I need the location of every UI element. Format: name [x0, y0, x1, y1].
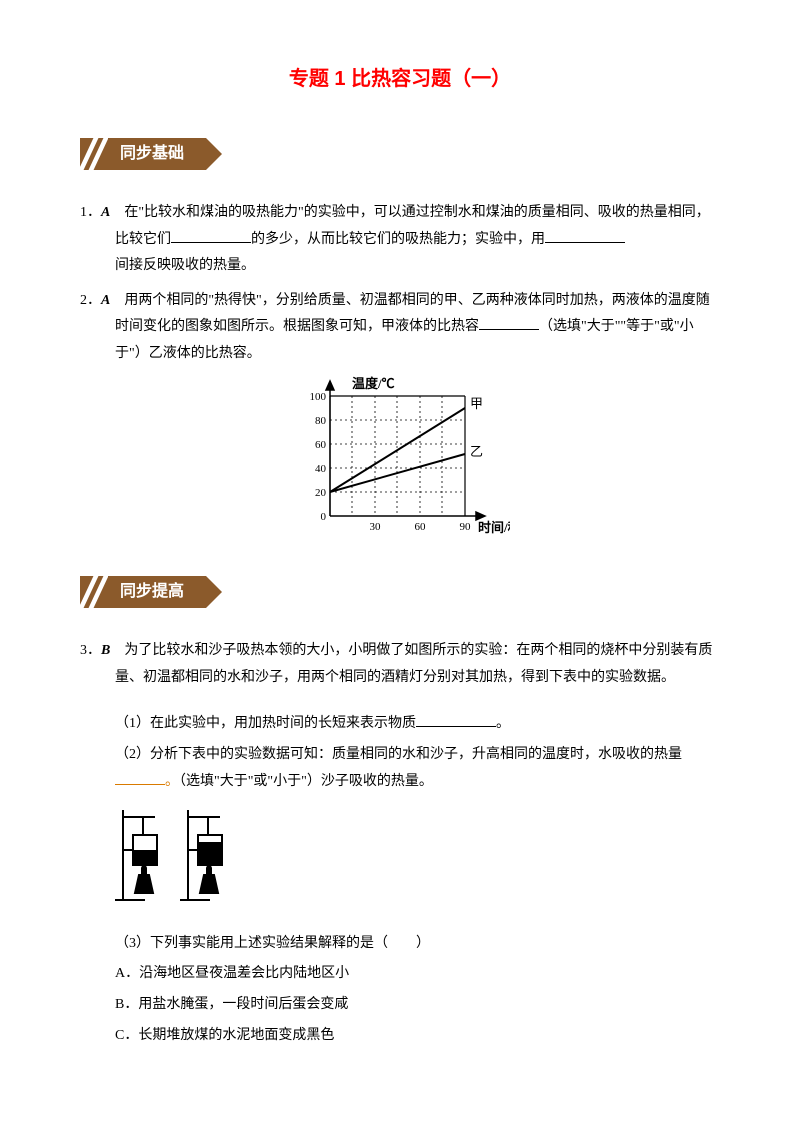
q1-number: 1． — [80, 205, 101, 220]
svg-text:100: 100 — [310, 391, 327, 403]
q3-option-c: C．长期堆放煤的水泥地面变成黑色 — [80, 1023, 720, 1050]
svg-text:30: 30 — [370, 521, 382, 533]
svg-text:60: 60 — [415, 521, 427, 533]
q3-p1-text-b: 。 — [496, 716, 510, 731]
svg-text:0: 0 — [321, 511, 327, 523]
banner-label: 同步提高 — [108, 576, 206, 608]
question-1: 1．A 在"比较水和煤油的吸热能力"的实验中，可以通过控制水和煤油的质量相同、吸… — [80, 200, 720, 280]
q3-p1-blank — [416, 712, 496, 727]
q1-text-2: 的多少，从而比较它们的吸热能力；实验中，用 — [251, 232, 545, 247]
banner-stripes — [80, 138, 108, 170]
q3-p1-text-a: （1）在此实验中，用加热时间的长短来表示物质 — [115, 716, 416, 731]
q2-difficulty: A — [101, 293, 110, 308]
graph-figure: 0 20 40 60 80 100 30 60 90 温度/℃ 时间/秒 甲 乙 — [80, 376, 720, 557]
q3-option-a: A．沿海地区昼夜温差会比内陆地区小 — [80, 961, 720, 988]
svg-text:20: 20 — [315, 487, 327, 499]
apparatus-figure — [115, 805, 720, 921]
svg-text:40: 40 — [315, 463, 327, 475]
banner-label: 同步基础 — [108, 138, 206, 170]
question-3: 3．B 为了比较水和沙子吸热本领的大小，小明做了如图所示的实验：在两个相同的烧杯… — [80, 638, 720, 691]
svg-text:80: 80 — [315, 415, 327, 427]
q3-difficulty: B — [101, 643, 110, 658]
q3-intro: 为了比较水和沙子吸热本领的大小，小明做了如图所示的实验：在两个相同的烧杯中分别装… — [115, 643, 712, 685]
svg-text:90: 90 — [460, 521, 472, 533]
q1-blank-1 — [171, 228, 251, 243]
banner-stripes — [80, 576, 108, 608]
page-title: 专题 1 比热容习题（一） — [80, 60, 720, 98]
page-root: 专题 1 比热容习题（一） 同步基础 1．A 在"比较水和煤油的吸热能力"的实验… — [0, 0, 800, 1132]
q3-number: 3． — [80, 643, 101, 658]
beaker-heating-setup — [115, 805, 245, 910]
graph-series-jia: 甲 — [470, 396, 483, 411]
q3-part-2: （2）分析下表中的实验数据可知：质量相同的水和沙子，升高相同的温度时，水吸收的热… — [80, 742, 720, 795]
temperature-time-graph: 0 20 40 60 80 100 30 60 90 温度/℃ 时间/秒 甲 乙 — [290, 376, 510, 546]
q3-part-1: （1）在此实验中，用加热时间的长短来表示物质 。 — [80, 711, 720, 738]
graph-series-yi: 乙 — [470, 444, 483, 459]
q1-text-3: 间接反映吸收的热量。 — [115, 258, 255, 273]
svg-text:60: 60 — [315, 439, 327, 451]
q1-difficulty: A — [101, 205, 110, 220]
graph-ylabel: 温度/℃ — [352, 376, 395, 391]
section-banner-advanced: 同步提高 — [80, 576, 720, 608]
question-2: 2．A 用两个相同的"热得快"，分别给质量、初温都相同的甲、乙两种液体同时加热，… — [80, 288, 720, 368]
q3-option-b: B．用盐水腌蛋，一段时间后蛋会变咸 — [80, 992, 720, 1019]
dot: 。 — [165, 774, 179, 789]
section-banner-basic: 同步基础 — [80, 138, 720, 170]
q3-part-3: （3）下列事实能用上述实验结果解释的是（ ） — [80, 931, 720, 958]
q2-number: 2． — [80, 293, 101, 308]
q3-p2-text-b: （选填"大于"或"小于"）沙子吸收的热量。 — [179, 774, 433, 789]
q1-blank-2 — [545, 228, 625, 243]
graph-xlabel: 时间/秒 — [478, 520, 510, 535]
q3-p2-blank — [115, 770, 165, 785]
q2-blank-1 — [479, 315, 539, 330]
q3-p2-text-a: （2）分析下表中的实验数据可知：质量相同的水和沙子，升高相同的温度时，水吸收的热… — [115, 747, 682, 762]
